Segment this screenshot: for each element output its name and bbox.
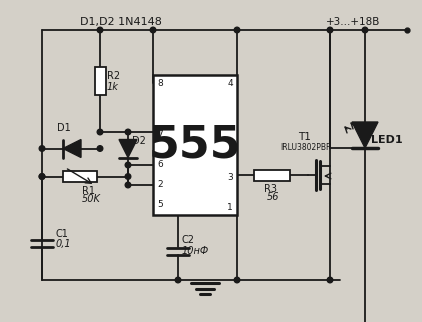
Circle shape — [125, 174, 131, 179]
Text: 8: 8 — [157, 79, 163, 88]
Circle shape — [97, 129, 103, 135]
Text: LED1: LED1 — [371, 135, 403, 145]
Circle shape — [327, 277, 333, 283]
Bar — [95, 67, 106, 95]
Text: 2: 2 — [157, 179, 162, 188]
Circle shape — [97, 146, 103, 151]
Circle shape — [362, 27, 368, 33]
Circle shape — [39, 174, 45, 179]
Text: R1: R1 — [82, 185, 95, 195]
Text: IRLU3802PBF: IRLU3802PBF — [280, 143, 330, 151]
Text: D2: D2 — [132, 136, 146, 146]
Text: D1: D1 — [57, 122, 71, 132]
Polygon shape — [119, 139, 137, 157]
Text: T1: T1 — [298, 132, 311, 142]
Text: 3: 3 — [227, 173, 233, 182]
Circle shape — [150, 27, 156, 33]
Text: C1: C1 — [56, 229, 69, 239]
Circle shape — [125, 182, 131, 188]
Circle shape — [125, 162, 131, 168]
Text: 1k: 1k — [107, 82, 119, 92]
Text: 555: 555 — [149, 124, 241, 166]
Text: C2: C2 — [182, 235, 195, 245]
Circle shape — [125, 129, 131, 135]
Circle shape — [234, 27, 240, 33]
Text: 7: 7 — [157, 129, 163, 138]
Circle shape — [234, 277, 240, 283]
Text: +3...+18В: +3...+18В — [326, 17, 380, 27]
Circle shape — [327, 27, 333, 33]
Bar — [63, 171, 97, 182]
Text: 6: 6 — [157, 159, 163, 168]
Bar — [153, 75, 237, 215]
Text: 1: 1 — [227, 203, 233, 212]
Text: R3: R3 — [264, 184, 277, 194]
Text: 10нФ: 10нФ — [182, 246, 209, 256]
Circle shape — [175, 277, 181, 283]
Circle shape — [39, 174, 45, 179]
Circle shape — [97, 27, 103, 33]
Text: D1,D2 1N4148: D1,D2 1N4148 — [80, 17, 162, 27]
Text: 0,1: 0,1 — [56, 239, 72, 249]
Polygon shape — [63, 139, 81, 157]
Text: 50K: 50K — [82, 194, 101, 204]
Bar — [254, 169, 290, 181]
Text: 56: 56 — [267, 192, 279, 202]
Text: 5: 5 — [157, 200, 163, 209]
Circle shape — [39, 146, 45, 151]
Polygon shape — [352, 122, 378, 148]
Text: R2: R2 — [107, 71, 120, 81]
Text: 4: 4 — [227, 79, 233, 88]
